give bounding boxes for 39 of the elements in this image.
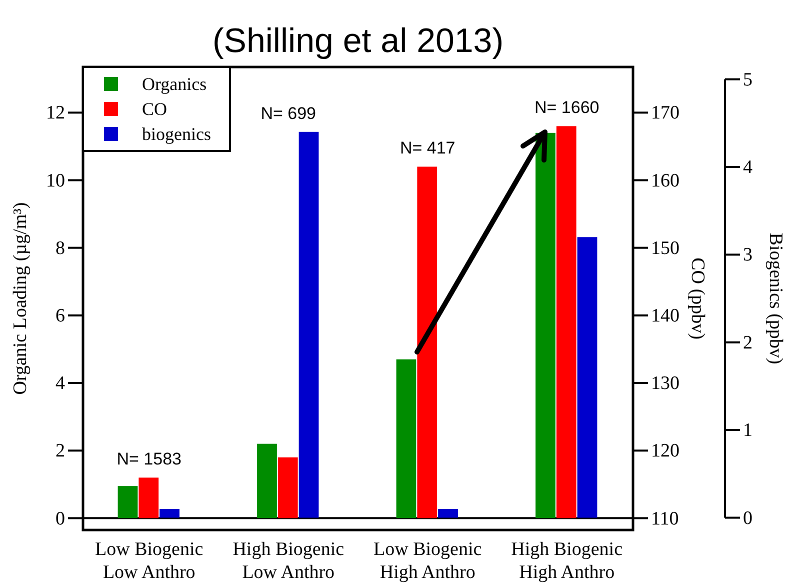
y-tick-label: 4 — [56, 373, 66, 394]
y2-tick-label: 170 — [651, 102, 680, 124]
x-tick-label: Low Biogenic Low Anthro — [95, 539, 204, 583]
y3-tick-label: 5 — [743, 69, 752, 90]
annotation: N= 699 — [260, 104, 316, 123]
y3-axis-title: Biogenics (ppbv) — [765, 232, 786, 364]
y2-tick-label: 130 — [651, 373, 680, 394]
y-tick-label: 10 — [46, 170, 65, 192]
y-tick-label: 0 — [56, 508, 65, 530]
y3-tick-label: 0 — [743, 508, 752, 529]
annotation: N= 417 — [400, 138, 456, 158]
legend-label: Organics — [142, 74, 207, 94]
x-tick-label: High Biogenic Low Anthro — [232, 539, 344, 583]
y3-tick-label: 2 — [743, 332, 752, 354]
y-tick-label: 12 — [46, 102, 65, 124]
y-tick-label: 2 — [56, 440, 65, 462]
y2-tick-label: 120 — [651, 440, 680, 462]
y-tick-label: 6 — [56, 305, 65, 326]
bar — [160, 508, 180, 518]
y3-tick-label: 1 — [743, 420, 752, 442]
chart-title: (Shilling et al 2013) — [212, 22, 504, 60]
bar — [438, 508, 458, 518]
x-tick-label: High Biogenic High Anthro — [511, 539, 623, 583]
legend-label: CO — [142, 99, 168, 119]
annotation: N= 1660 — [534, 98, 600, 118]
y-axis-title: Organic Loading (µg/m³) — [10, 202, 31, 395]
y-tick-label: 8 — [56, 238, 65, 259]
y2-tick-label: 140 — [651, 305, 680, 326]
annotation: N= 1583 — [116, 450, 182, 469]
bar — [417, 166, 438, 518]
y3-tick-label: 3 — [743, 244, 752, 266]
bar — [298, 132, 319, 518]
y2-tick-label: 150 — [651, 238, 680, 259]
y2-tick-label: 160 — [651, 170, 680, 192]
legend-label: biogenics — [142, 124, 211, 144]
y2-axis-title: CO (ppbv) — [687, 258, 708, 340]
x-tick-label: Low Biogenic High Anthro — [374, 539, 482, 583]
y3-tick-label: 4 — [743, 157, 753, 178]
y2-tick-label: 110 — [651, 508, 679, 530]
